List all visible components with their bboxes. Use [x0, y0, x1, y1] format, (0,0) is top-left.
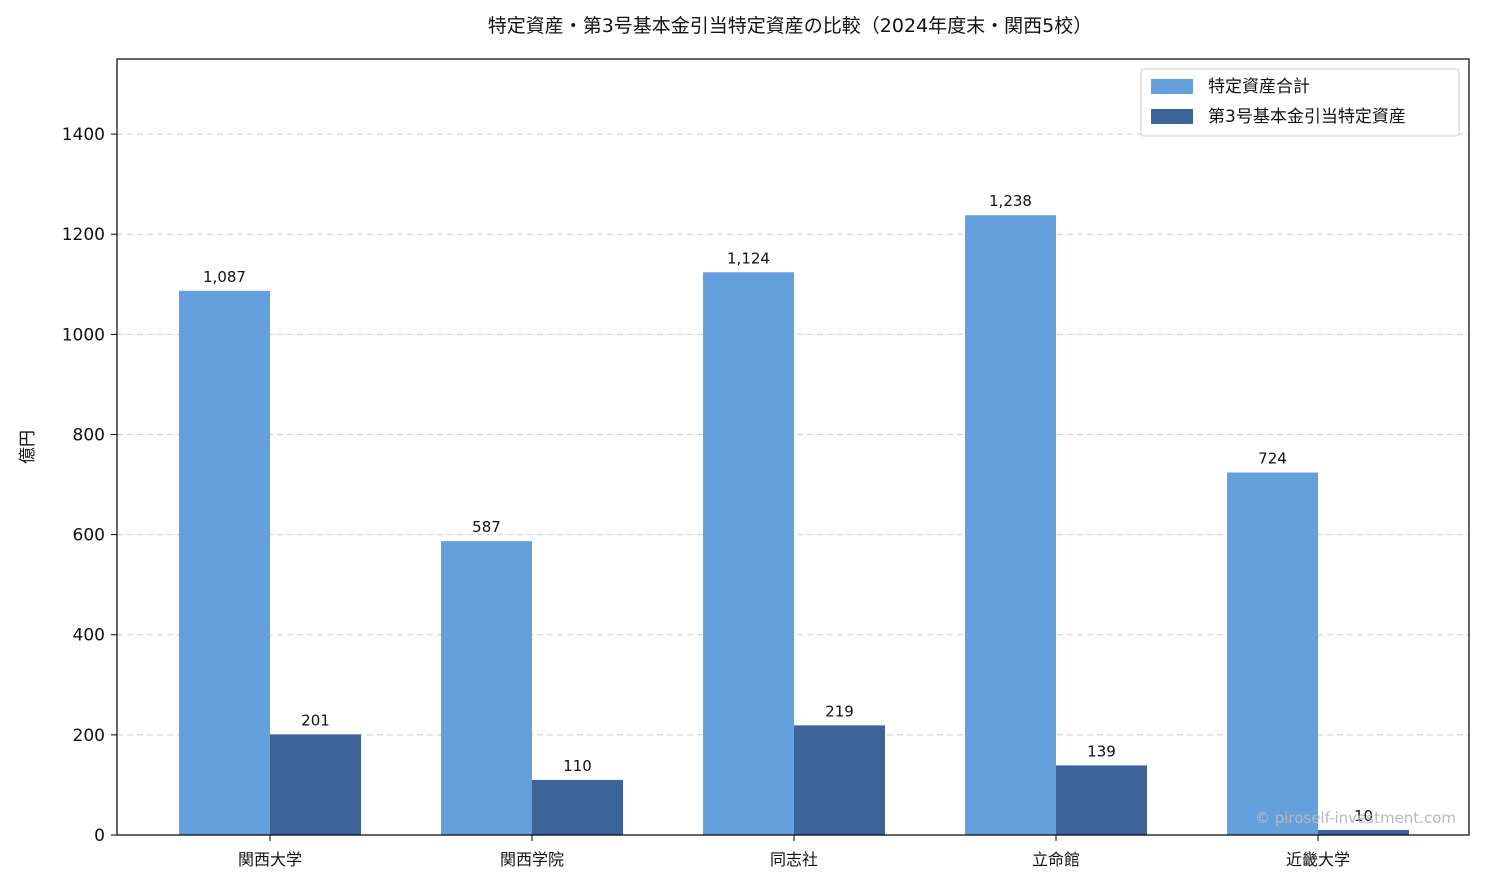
legend: 特定資産合計 第3号基本金引当特定資産	[1140, 68, 1460, 137]
y-tick-label: 800	[73, 425, 105, 445]
value-label: 587	[472, 518, 501, 536]
y-tick-label: 400	[73, 626, 105, 646]
y-tick-label: 1200	[62, 225, 105, 245]
bar-total-2	[703, 272, 794, 835]
legend-swatch-third	[1151, 109, 1193, 124]
value-label: 139	[1087, 742, 1116, 760]
value-label: 724	[1258, 450, 1287, 468]
y-tick-label: 1400	[62, 125, 105, 145]
bar-total-1	[441, 541, 532, 835]
y-axis-label: 億円	[18, 430, 38, 464]
x-tick-label: 同志社	[770, 850, 818, 869]
value-label: 10	[1354, 807, 1373, 825]
value-label: 1,087	[203, 268, 246, 286]
chart-title: 特定資産・第3号基本金引当特定資産の比較（2024年度末・関西5校）	[488, 15, 1093, 37]
bar-third-3	[1056, 765, 1147, 835]
bar-total-3	[965, 215, 1056, 835]
y-tick-label: 200	[73, 726, 105, 746]
value-label: 219	[825, 702, 854, 720]
value-label: 110	[563, 757, 592, 775]
bar-third-0	[270, 734, 361, 835]
y-tick-label: 1000	[62, 325, 105, 345]
legend-frame	[1140, 68, 1460, 137]
y-tick-label: 0	[94, 826, 105, 846]
value-label: 1,238	[989, 192, 1032, 210]
legend-label-third: 第3号基本金引当特定資産	[1208, 107, 1406, 127]
x-tick-label: 関西大学	[238, 850, 302, 869]
bar-third-1	[532, 779, 623, 835]
bars	[179, 215, 1409, 835]
y-axis: 0 200 400 600 800 1000 1200 1400	[62, 125, 117, 846]
watermark: © piroself-investment.com	[1255, 809, 1456, 827]
bar-total-4	[1227, 472, 1318, 835]
value-label: 1,124	[727, 249, 770, 267]
value-labels: 1,087 587 1,124 1,238 724 201 110 219 139 10	[203, 192, 1373, 825]
value-label: 201	[301, 711, 330, 729]
bar-third-2	[794, 725, 885, 835]
x-tick-label: 近畿大学	[1286, 850, 1350, 869]
legend-label-total: 特定資産合計	[1208, 77, 1310, 97]
plot-frame	[116, 58, 1470, 836]
y-tick-label: 600	[73, 526, 105, 546]
x-axis: 関西大学 関西学院 同志社 立命館 近畿大学	[238, 835, 1350, 869]
x-tick-label: 立命館	[1032, 850, 1080, 869]
bar-third-4	[1318, 829, 1409, 835]
bar-total-0	[179, 290, 270, 835]
x-tick-label: 関西学院	[500, 850, 564, 869]
legend-swatch-total	[1151, 79, 1193, 94]
